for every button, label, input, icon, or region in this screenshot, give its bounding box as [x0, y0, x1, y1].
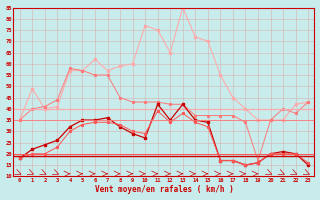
- X-axis label: Vent moyen/en rafales ( km/h ): Vent moyen/en rafales ( km/h ): [95, 185, 233, 194]
